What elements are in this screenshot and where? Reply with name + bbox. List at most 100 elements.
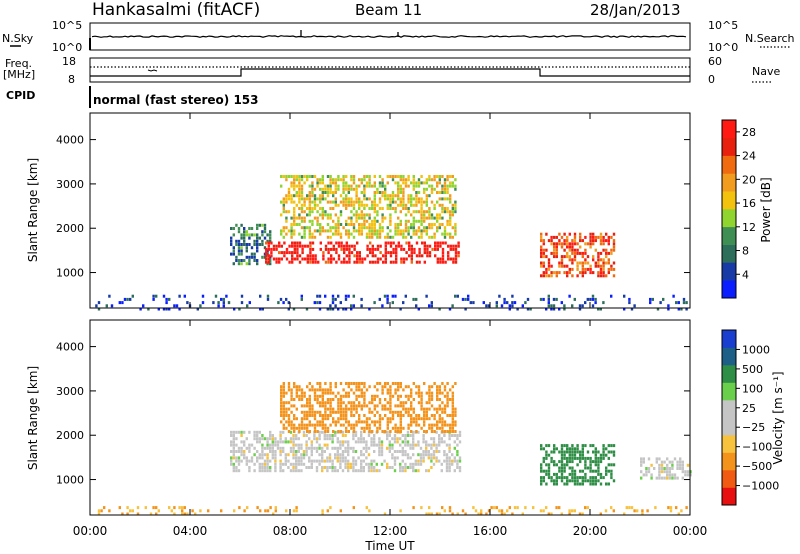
echo-cell — [263, 230, 267, 234]
echo-cell — [302, 456, 306, 460]
echo-cell — [449, 197, 452, 201]
echo-cell — [568, 245, 571, 249]
echo-cell — [303, 203, 306, 207]
echo-cell — [263, 223, 267, 227]
echo-cell — [139, 307, 142, 311]
echo-cell — [337, 417, 340, 421]
echo-cell — [306, 417, 309, 421]
echo-cell — [313, 200, 317, 204]
echo-cell — [332, 232, 335, 236]
echo-cell — [342, 203, 345, 207]
echo-cell — [430, 404, 434, 408]
echo-cell — [308, 456, 311, 460]
echo-cell — [373, 404, 376, 408]
echo-cell — [573, 453, 577, 457]
echo-cell — [458, 430, 462, 434]
echo-cell — [345, 181, 348, 185]
echo-cell — [295, 407, 298, 411]
echo-cell — [240, 301, 244, 305]
echo-cell — [658, 473, 661, 477]
echo-cell — [316, 181, 319, 185]
echo-cell — [441, 391, 444, 395]
echo-cell — [448, 456, 451, 460]
echo-cell — [391, 197, 395, 201]
echo-cell — [295, 434, 298, 437]
echo-cell — [374, 260, 377, 264]
echo-cell — [232, 453, 235, 457]
echo-cell — [165, 301, 168, 305]
echo-cell — [243, 259, 246, 262]
echo-cell — [290, 394, 293, 398]
echo-cell — [328, 456, 332, 460]
echo-cell — [682, 301, 686, 305]
echo-cell — [418, 247, 421, 251]
echo-cell — [282, 404, 285, 408]
echo-cell — [334, 385, 337, 389]
echo-cell — [332, 420, 335, 424]
echo-cell — [373, 420, 376, 424]
echo-cell — [594, 476, 597, 480]
echo-cell — [342, 175, 345, 178]
echo-cell — [576, 463, 579, 467]
echo-cell — [451, 426, 454, 430]
echo-cell — [599, 267, 603, 271]
echo-cell — [451, 417, 454, 421]
echo-cell — [427, 453, 430, 457]
echo-cell — [280, 232, 283, 236]
echo-cell — [373, 191, 376, 194]
echo-cell — [433, 414, 436, 417]
echo-cell — [285, 200, 288, 204]
echo-cell — [436, 219, 439, 223]
echo-cell — [313, 417, 317, 421]
echo-cell — [308, 235, 311, 239]
echo-cell — [329, 410, 332, 414]
echo-cell — [404, 203, 408, 207]
echo-cell — [410, 203, 413, 207]
echo-cell — [266, 462, 269, 466]
echo-cell — [308, 401, 311, 405]
echo-cell — [566, 264, 569, 268]
echo-cell — [370, 443, 373, 447]
echo-cell — [290, 423, 293, 427]
echo-cell — [310, 450, 313, 453]
echo-cell — [279, 297, 283, 301]
echo-cell — [373, 301, 376, 305]
echo-cell — [394, 226, 397, 230]
echo-cell — [324, 430, 327, 433]
echo-cell — [347, 440, 350, 444]
echo-cell — [155, 506, 158, 510]
echo-cell — [344, 456, 347, 460]
echo-cell — [410, 391, 413, 395]
echo-cell — [443, 187, 447, 191]
echo-cell — [571, 245, 574, 249]
echo-cell — [279, 430, 282, 434]
echo-cell — [420, 197, 423, 201]
echo-cell — [296, 254, 299, 258]
echo-cell — [289, 440, 293, 444]
echo-cell — [324, 404, 327, 408]
echo-cell — [679, 463, 682, 467]
echo-cell — [253, 446, 256, 450]
echo-cell — [401, 440, 404, 444]
echo-cell — [345, 417, 348, 421]
echo-cell — [326, 187, 330, 191]
echo-cell — [412, 203, 415, 207]
echo-cell — [347, 235, 350, 239]
colorbar-segment — [722, 435, 736, 453]
echo-cell — [402, 426, 405, 430]
echo-cell — [685, 506, 688, 510]
echo-cell — [308, 410, 311, 414]
echo-cell — [337, 241, 341, 245]
echo-cell — [454, 251, 458, 255]
echo-cell — [650, 463, 653, 467]
echo-cell — [332, 178, 335, 182]
echo-cell — [270, 254, 273, 258]
echo-cell — [671, 460, 674, 464]
echo-cell — [550, 274, 553, 278]
echo-cell — [266, 262, 269, 266]
echo-cell — [345, 426, 348, 430]
echo-cell — [358, 385, 361, 389]
echo-cell — [287, 420, 291, 424]
echo-cell — [594, 456, 597, 460]
echo-cell — [266, 294, 270, 298]
